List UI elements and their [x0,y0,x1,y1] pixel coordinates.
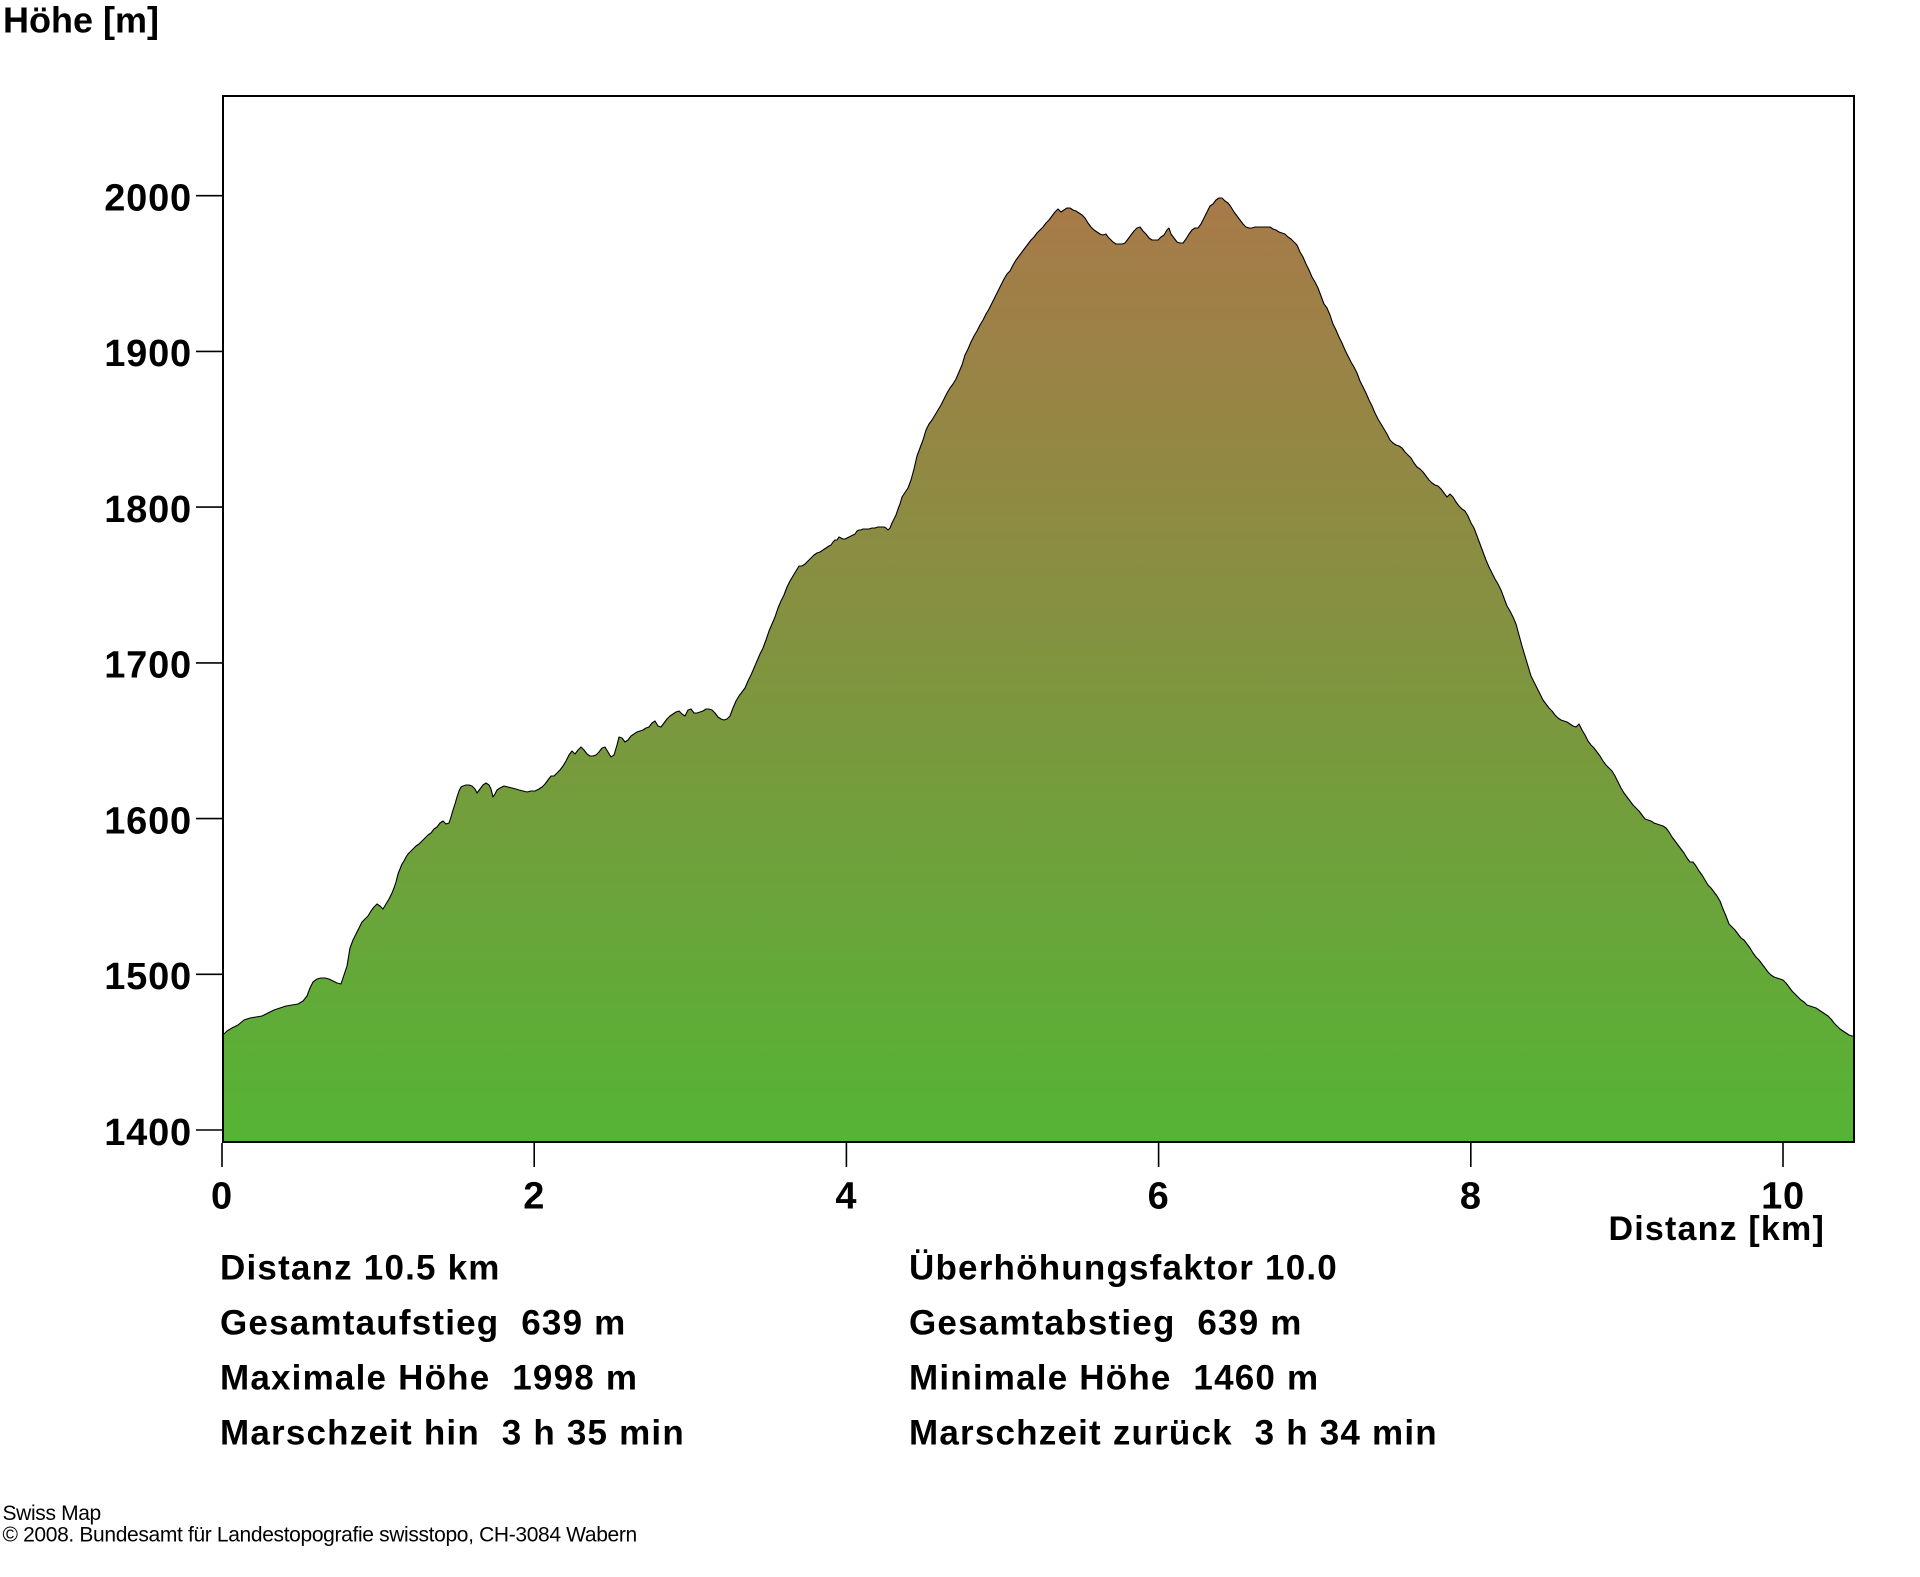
svg-text:Gesamtabstieg 639 m: Gesamtabstieg 639 m [909,1304,1303,1343]
svg-text:Marschzeit zurück 3 h 34 min: Marschzeit zurück 3 h 34 min [909,1414,1438,1453]
svg-text:Maximale Höhe 1998 m: Maximale Höhe 1998 m [220,1359,638,1398]
svg-text:4: 4 [835,1176,857,1218]
svg-text:Überhöhungsfaktor 10.0: Überhöhungsfaktor 10.0 [909,1249,1338,1288]
svg-text:Distanz 10.5 km: Distanz 10.5 km [220,1249,501,1288]
svg-text:2000: 2000 [104,178,192,220]
svg-text:© 2008. Bundesamt für Landesto: © 2008. Bundesamt für Landestopografie s… [3,1524,637,1547]
svg-text:1600: 1600 [104,800,192,842]
svg-text:Distanz [km]: Distanz [km] [1608,1210,1825,1248]
svg-text:0: 0 [211,1176,233,1218]
svg-text:2: 2 [523,1176,545,1218]
svg-text:1500: 1500 [104,956,192,998]
svg-text:6: 6 [1148,1176,1170,1218]
svg-text:Swiss Map: Swiss Map [3,1502,101,1525]
svg-text:10: 10 [1761,1176,1805,1218]
svg-text:Gesamtaufstieg 639 m: Gesamtaufstieg 639 m [220,1304,626,1343]
svg-text:1800: 1800 [104,489,192,531]
svg-text:8: 8 [1460,1176,1482,1218]
svg-text:Minimale Höhe 1460 m: Minimale Höhe 1460 m [909,1359,1319,1398]
svg-text:1400: 1400 [104,1112,192,1154]
svg-text:Höhe [m]: Höhe [m] [3,0,159,40]
svg-text:1700: 1700 [104,645,192,687]
svg-text:Marschzeit hin 3 h 35 min: Marschzeit hin 3 h 35 min [220,1414,685,1453]
svg-text:1900: 1900 [104,333,192,375]
